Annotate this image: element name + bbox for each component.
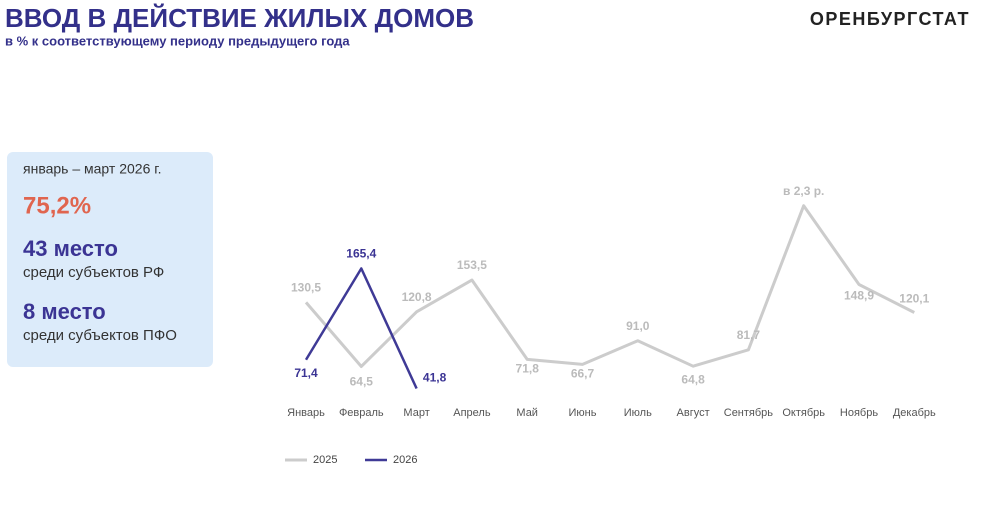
panel-rank-text: среди субъектов РФ <box>23 264 164 281</box>
x-tick-label: Май <box>516 407 538 419</box>
data-label: в 2,3 р. <box>783 184 824 198</box>
legend-label: 2026 <box>393 454 417 466</box>
data-label: 153,5 <box>457 258 487 272</box>
data-label: 71,8 <box>516 362 540 376</box>
x-tick-label: Февраль <box>339 407 384 419</box>
x-tick-label: Апрель <box>453 407 491 419</box>
data-label: 41,8 <box>423 371 447 385</box>
subtitle: в % к соответствующему периоду предыдуще… <box>5 33 350 48</box>
x-tick-label: Октябрь <box>782 407 825 419</box>
panel-period: январь – март 2026 г. <box>23 161 162 177</box>
x-tick-label: Ноябрь <box>840 407 878 419</box>
data-label: 130,5 <box>291 281 321 295</box>
legend-label: 2025 <box>313 454 337 466</box>
data-label: 64,8 <box>681 372 705 386</box>
data-label: 64,5 <box>350 375 374 389</box>
x-tick-label: Июль <box>624 407 652 419</box>
x-tick-label: Январь <box>287 407 325 419</box>
data-label: 148,9 <box>844 289 874 303</box>
info-panel <box>7 152 213 367</box>
x-tick-label: Июнь <box>569 407 597 419</box>
x-tick-label: Сентябрь <box>724 407 774 419</box>
x-tick-label: Август <box>677 407 710 419</box>
series-line <box>304 204 915 368</box>
data-label: 120,8 <box>402 290 432 304</box>
panel-value: 75,2% <box>23 192 91 219</box>
x-tick-label: Декабрь <box>893 407 936 419</box>
series-line <box>304 267 418 390</box>
data-label: 81,7 <box>737 328 761 342</box>
data-label: 120,1 <box>899 292 929 306</box>
brand: ОРЕНБУРГСТАТ <box>810 9 970 29</box>
panel-rank-text: среди субъектов ПФО <box>23 327 177 344</box>
data-label: 66,7 <box>571 367 595 381</box>
data-label: 71,4 <box>294 366 318 380</box>
data-label: 91,0 <box>626 319 650 333</box>
data-label: 165,4 <box>346 247 376 261</box>
panel-rank: 8 место <box>23 299 106 324</box>
panel-rank: 43 место <box>23 236 118 261</box>
x-tick-label: Март <box>403 407 429 419</box>
title: ВВОД В ДЕЙСТВИЕ ЖИЛЫХ ДОМОВ <box>5 3 474 33</box>
